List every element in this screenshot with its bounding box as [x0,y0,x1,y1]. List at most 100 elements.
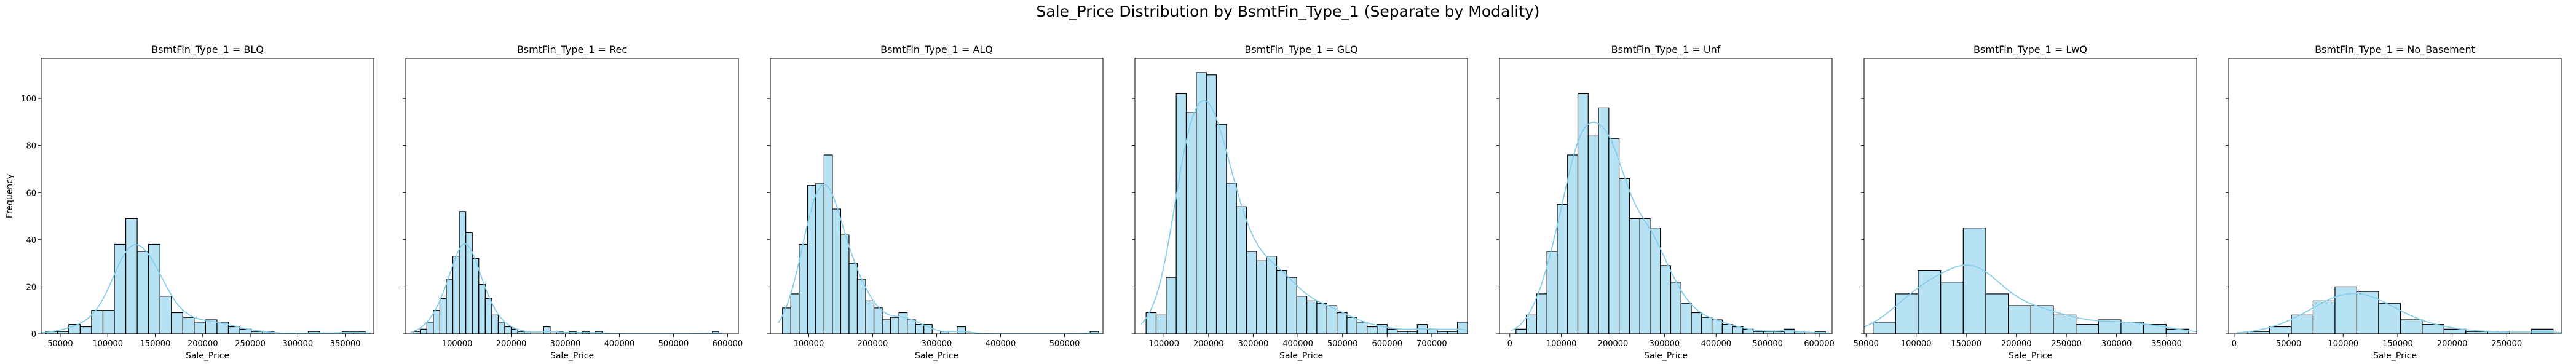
histogram-bar [1276,270,1287,334]
histogram-bar [1515,328,1527,334]
histogram-bar [2465,331,2488,334]
axes-frame [2228,58,2562,334]
panel-title: BsmtFin_Type_1 = No_Basement [2315,44,2475,56]
histogram-bar [1940,282,1964,334]
histogram-bar [1918,270,1942,334]
histogram-bar [1306,300,1318,334]
histogram-bar [1397,331,1408,334]
histogram-bar [823,154,833,334]
x-tick-label: 200000 [188,339,218,349]
histogram-bar [865,300,875,334]
figure-title: Sale_Price Distribution by BsmtFin_Type_… [1036,2,1539,20]
histogram-bar [420,328,427,334]
y-tick-label: 0 [31,330,36,339]
histogram-bar [79,326,92,334]
histogram-bar [1367,326,1378,334]
histogram-bar [1407,331,1418,334]
histogram-bar [102,310,115,334]
histogram-bar [1526,314,1537,334]
x-tick-label: 150000 [2382,339,2413,349]
histogram-bar [1618,178,1630,334]
histogram-bar [957,326,966,334]
histogram-bar [57,331,69,334]
histogram-bar [915,324,925,334]
histogram-bar [1608,138,1620,334]
histogram-bar [1598,107,1610,334]
x-tick-label: 50000 [2276,339,2301,349]
x-axis-label: Sale_Price [915,351,958,361]
histogram-bar [2076,324,2099,334]
y-ticks [2226,98,2229,334]
x-tick-label: 600000 [1804,339,1835,349]
y-ticks [1132,98,1135,334]
panel-3: BsmtFin_Type_1 = ALQ 100000 200000 300000 40… [767,44,1104,361]
x-tick-label: 500000 [1327,339,1358,349]
histogram-bar [194,322,207,334]
x-tick-label: 100000 [1901,339,1932,349]
histogram-bar [1721,324,1733,334]
x-tick-label: 300000 [283,339,314,349]
x-ticks: 0 50000 100000 150000 200000 250000 [2232,334,2522,349]
x-tick-label: 350000 [2151,339,2182,349]
x-tick-label: 200000 [496,339,527,349]
histogram-bar [1587,135,1599,334]
panel-title: BsmtFin_Type_1 = Unf [1611,44,1721,56]
x-tick-label: 0 [2232,339,2237,349]
x-tick-label: 200000 [2437,339,2468,349]
histogram-bar [1985,293,2009,334]
histogram-bar [856,279,866,334]
histogram-bar [1336,312,1348,334]
x-ticks: 50000 100000 150000 200000 250000 300000 35000… [1854,334,2182,349]
histogram-bar [439,298,447,334]
x-ticks: 100000 200000 300000 400000 500000 600000 7000… [1148,334,1447,349]
histogram-bar [1546,251,1558,334]
x-tick-label: 700000 [1416,339,1447,349]
x-axis-label: Sale_Price [186,351,229,361]
panel-6: BsmtFin_Type_1 = LwQ 50000 100000 150000 200… [1854,44,2197,361]
y-ticks [1861,98,1864,334]
histogram-bar [832,208,842,334]
histogram-bars [45,218,366,334]
histogram-bar [517,331,525,334]
x-tick-label: 50000 [1854,339,1879,349]
histogram-bar [1215,124,1227,334]
x-tick-label: 200000 [1598,339,1629,349]
histogram-bar [478,283,486,334]
panel-5: BsmtFin_Type_1 = Unf 0 100000 200000 300000 4… [1496,44,1835,361]
x-tick-label: 400000 [986,339,1016,349]
panel-2: BsmtFin_Type_1 = Rec 100000 200000 300000 40… [403,44,743,361]
histogram-bar [1196,72,1207,334]
y-tick-label: 60 [26,189,36,198]
kde-line [1511,122,1831,334]
histogram-bar [2443,328,2467,334]
histogram-bar [898,312,908,334]
histogram-bar [1246,251,1257,334]
panel-4: BsmtFin_Type_1 = GLQ 100000 200000 300000 40… [1132,44,1468,361]
histogram-bar [426,322,434,334]
histogram-bar [1226,183,1237,334]
histogram-bar [497,322,505,334]
histogram-bar [171,312,183,334]
histogram-bar [2008,305,2031,334]
histogram-bar [1236,206,1247,334]
x-tick-label: 100000 [2328,339,2358,349]
x-tick-label: 100000 [1546,339,1577,349]
x-tick-label: 300000 [922,339,952,349]
x-tick-label: 200000 [2001,339,2032,349]
axes-frame [405,58,739,334]
panel-title: BsmtFin_Type_1 = LwQ [1973,44,2087,56]
histogram-bar [1427,328,1438,334]
histogram-bar [1773,331,1785,334]
histogram-bar [1457,322,1468,334]
histogram-bar [1680,303,1692,334]
histogram-bar [1962,228,1986,334]
histogram-bar [182,317,195,334]
x-tick-label: 200000 [858,339,888,349]
histogram-bar [2378,303,2401,334]
histogram-bar [1296,296,1308,334]
histogram-bar [510,328,518,334]
histogram-bar [1166,277,1177,334]
panel-title: BsmtFin_Type_1 = ALQ [880,44,993,56]
histogram-bar [1701,317,1713,334]
